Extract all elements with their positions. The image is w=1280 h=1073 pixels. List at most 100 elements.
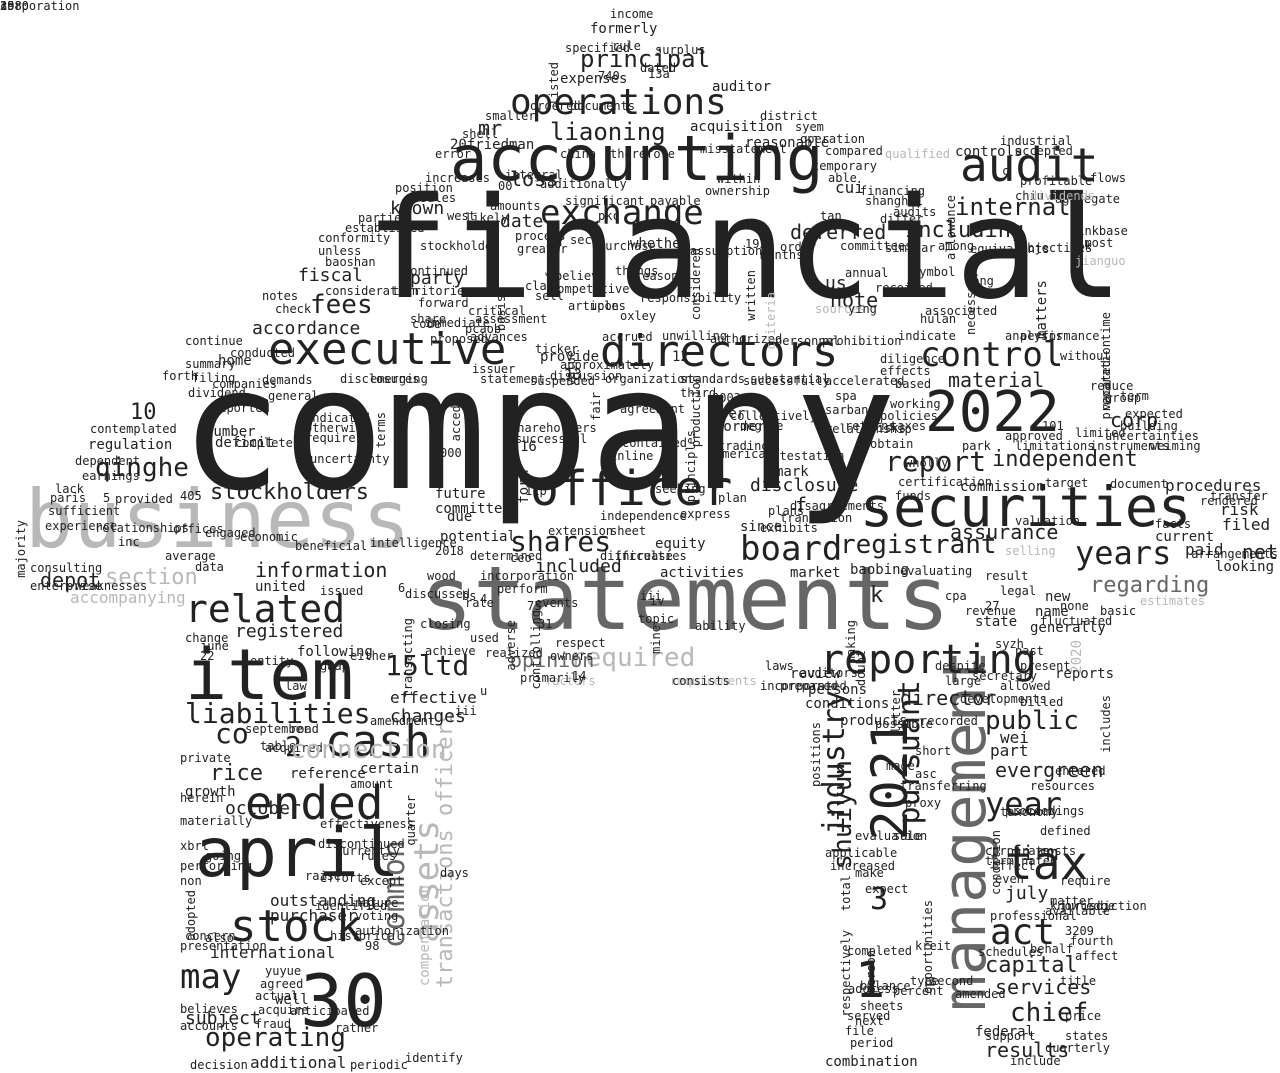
word-almost: almost [1070,236,1114,250]
word-proposed: proposed [430,332,488,346]
word-articles: articles [568,299,626,313]
word-39: 39 [0,0,15,13]
word-summary: summary [185,357,236,371]
word-reasonable: reasonable [745,135,830,151]
word-98: 98 [365,939,380,953]
word-date: date [500,211,544,232]
word-number: number [205,424,256,440]
word-obtain: obtain [870,437,914,451]
word-us: us [825,273,847,294]
word-qualified: qualified [885,147,951,161]
word-change: change [185,631,229,645]
word-dividend: dividend [188,386,246,400]
word-data: data [195,560,224,574]
word-plans: plans [768,504,805,518]
word-persons: persons [808,682,868,698]
word-able: able [828,171,857,185]
word-substantial: substantial [750,372,830,386]
word-shanghai: shanghai [865,194,923,208]
word-federal: federal [975,1024,1035,1040]
word-reasons: reasons [635,269,686,283]
word-without: without [1060,349,1111,363]
word-entered: entered [1055,764,1106,778]
word-adopted: adopted [184,890,198,941]
word-cui: cui [835,178,864,197]
word-following: following [297,644,373,660]
word-consists: consists [672,674,730,688]
word-things: things [615,264,659,278]
word-knowledge: knowledge [1050,899,1116,913]
word-officer: officer [530,461,733,517]
word-provide: provide [540,349,600,365]
word-looking: looking [1215,559,1275,575]
word-presentation: presentation [180,939,267,953]
word-next: next [855,1014,884,1028]
word-acquire: acquire [258,1003,309,1017]
word-identified: identified [315,899,388,913]
word-additional: additional [250,1053,347,1072]
word-4: 4 [480,592,488,606]
word-258: 258 [0,0,22,13]
word-attestation: attestation [765,449,845,463]
word-evaluating: evaluating [900,564,973,578]
word-audit: audit [960,138,1099,192]
word-rate: rate [465,596,494,610]
word-ownership: ownership [705,184,771,198]
word-co: co [215,717,249,750]
word-name: name [1035,604,1069,620]
word-approximately: approximately [560,358,654,372]
word-matter: matter [1050,894,1094,908]
word-years: years [1075,534,1172,572]
word-greater: greater [517,242,568,256]
word-none: none [1060,599,1089,613]
word-advances: advances [470,330,528,344]
word-cpa: cpa [945,589,967,603]
word-connection: connection [290,735,447,765]
word-6: 6 [398,581,406,595]
word-may: may [180,957,242,997]
word-11p: 11p [525,484,547,498]
word-sales: sales [420,191,457,205]
word-chief: chief [1010,998,1089,1028]
word-proceedings: proceedings [1005,804,1085,818]
word-topic: topic [638,612,675,626]
word-accede: accede [449,398,463,442]
word-extension: extension [548,524,614,538]
word-october: october [225,798,301,819]
word-term: term [1120,389,1149,403]
word-includes: includes [1099,695,1113,753]
word-rather: rather [335,1021,379,1035]
word-result: result [985,569,1029,583]
word-2020: 2020 [1069,640,1085,674]
word-fraud: fraud [255,1017,292,1031]
word-baobing: baobing [850,562,910,578]
word-integral: integral [505,168,563,182]
word-received: received [875,281,933,295]
word-reduce: reduce [1090,379,1134,393]
word-principal: principal [580,45,711,73]
word-risk: risk [1220,500,1259,519]
word-sale: sale [893,829,922,843]
word-statements: statements [420,547,950,650]
word-industrial: industrial [1000,134,1073,148]
word-percent: percent [893,984,944,998]
word-fluctuated: fluctuated [1040,614,1113,628]
word-5: 5 [103,491,111,505]
word-share: share [410,312,447,326]
word-authorization: authorization [355,924,449,938]
word-securities: securities [860,475,1192,539]
word-schedules: schedules [978,945,1044,959]
word-shareholders: shareholders [510,421,597,435]
word-accounting: accounting [450,122,824,195]
word-price: price [1065,1009,1102,1023]
word-plan: plan [718,491,747,505]
word-within: within [717,172,761,186]
word-oxley: oxley [620,309,657,323]
word-differ: differ [880,212,924,226]
word-contained: contained [622,436,688,450]
word-k: k [870,583,884,608]
word-international: international [210,943,336,962]
word-acquired: acquired [265,741,323,755]
word-affect: affect [1075,949,1119,963]
word-otherwise: otherwise [305,421,371,435]
